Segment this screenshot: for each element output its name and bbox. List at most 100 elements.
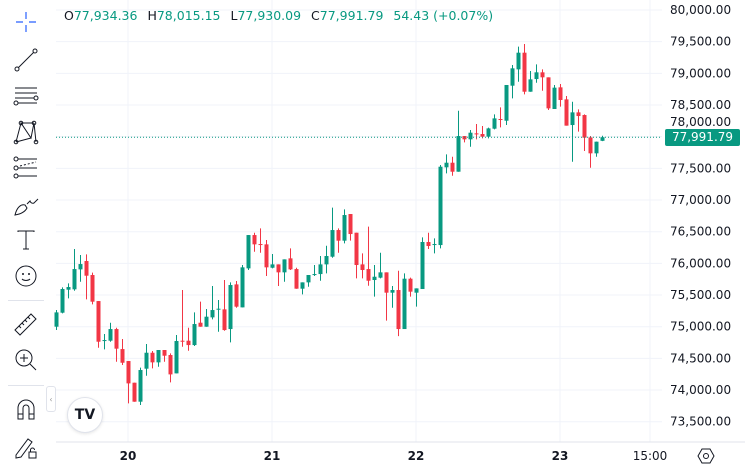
price-tick-label: 77,000.00 xyxy=(670,193,731,207)
horizontal-lines-tool[interactable] xyxy=(8,82,44,112)
candle-body xyxy=(348,214,353,235)
ruler-tool[interactable] xyxy=(8,309,44,339)
candle xyxy=(576,109,581,132)
candle xyxy=(192,312,197,347)
candle-body xyxy=(96,301,101,342)
fib-tool[interactable] xyxy=(8,153,44,183)
candle-body xyxy=(384,272,389,293)
zoom-tool[interactable] xyxy=(8,345,44,375)
candle-body xyxy=(372,276,377,281)
candle-body xyxy=(120,349,125,363)
zoom-in-icon xyxy=(15,349,37,371)
candle xyxy=(564,96,569,126)
candle xyxy=(498,107,503,128)
candle-body xyxy=(420,242,425,290)
candle xyxy=(216,300,221,332)
lock-drawings-tool[interactable] xyxy=(8,432,44,462)
last-price-badge: 77,991.79 xyxy=(665,129,740,146)
low-value: 77,930.09 xyxy=(237,8,302,23)
price-tick-label: 74,000.00 xyxy=(670,383,731,397)
candle xyxy=(504,84,509,126)
trend-line-icon xyxy=(14,48,38,72)
candle-body xyxy=(168,355,173,375)
candle-body xyxy=(540,72,545,78)
candle-body xyxy=(474,133,479,135)
candle xyxy=(60,287,65,314)
ruler-icon xyxy=(14,313,37,336)
candle-body xyxy=(246,235,251,269)
candle xyxy=(552,84,557,110)
candle-body xyxy=(66,287,71,290)
candle-body xyxy=(408,278,413,292)
magnet-tool[interactable] xyxy=(8,394,44,424)
emoji-tool[interactable] xyxy=(8,261,44,291)
price-axis[interactable]: 80,000.00 79,500.00 79,000.00 78,500.00 78,0… xyxy=(670,3,731,429)
candle xyxy=(408,277,413,297)
candle xyxy=(246,235,251,271)
candle-body xyxy=(516,52,521,70)
candle-body xyxy=(600,137,605,141)
emoji-icon xyxy=(15,265,37,287)
candle-body xyxy=(306,275,311,283)
candle-body xyxy=(126,361,131,384)
candle xyxy=(198,301,203,327)
candle xyxy=(150,351,155,369)
candle-body xyxy=(552,87,557,110)
candle-body xyxy=(438,166,443,246)
horizontal-lines-icon xyxy=(13,87,39,106)
candle-body xyxy=(456,136,461,172)
candle xyxy=(132,382,137,402)
chart-settings-icon[interactable] xyxy=(696,446,716,466)
candles xyxy=(54,44,605,406)
candle xyxy=(444,154,449,174)
candle xyxy=(426,232,431,250)
collapse-toolbar-button[interactable]: ‹ xyxy=(46,386,56,412)
candle xyxy=(456,110,461,172)
toolbar-divider xyxy=(8,300,44,301)
trend-line-tool[interactable] xyxy=(8,45,44,75)
candle xyxy=(372,265,377,297)
candle-body xyxy=(390,290,395,293)
candle xyxy=(492,114,497,130)
candle-body xyxy=(360,264,365,271)
candle xyxy=(594,141,599,157)
candle-body xyxy=(528,79,533,92)
candle-body xyxy=(324,256,329,265)
candle xyxy=(354,232,359,279)
crosshair-tool[interactable] xyxy=(8,7,44,37)
candle-body xyxy=(180,340,185,342)
candle-body xyxy=(240,267,245,308)
patterns-tool[interactable] xyxy=(8,117,44,147)
candle xyxy=(570,101,575,162)
candle xyxy=(432,238,437,254)
candle-body xyxy=(576,112,581,117)
candle-body xyxy=(228,285,233,330)
candle xyxy=(234,281,239,308)
candle xyxy=(450,156,455,176)
time-axis[interactable]: 20 21 22 23 15:00 xyxy=(120,449,668,463)
candle xyxy=(228,282,233,343)
text-tool[interactable] xyxy=(8,225,44,255)
candle xyxy=(264,240,269,277)
candle-body xyxy=(264,244,269,268)
tradingview-logo[interactable]: TV xyxy=(67,397,103,433)
magnet-icon xyxy=(17,399,35,420)
fib-retracement-icon xyxy=(13,156,37,179)
candle-body xyxy=(294,269,299,289)
logo-mark: TV xyxy=(74,407,96,423)
candle-body xyxy=(450,162,455,172)
candle xyxy=(54,310,59,331)
candle xyxy=(468,130,473,147)
candle-body xyxy=(594,141,599,154)
brush-tool[interactable] xyxy=(8,190,44,220)
candle xyxy=(348,214,353,241)
candle xyxy=(126,361,131,404)
candle-body xyxy=(288,258,293,270)
candle-body xyxy=(192,324,197,346)
candle-body xyxy=(480,134,485,137)
patterns-icon xyxy=(13,120,39,145)
change-value: 54.43 (+0.07%) xyxy=(393,8,494,23)
candle-body xyxy=(258,244,263,246)
candle-body xyxy=(132,382,137,402)
